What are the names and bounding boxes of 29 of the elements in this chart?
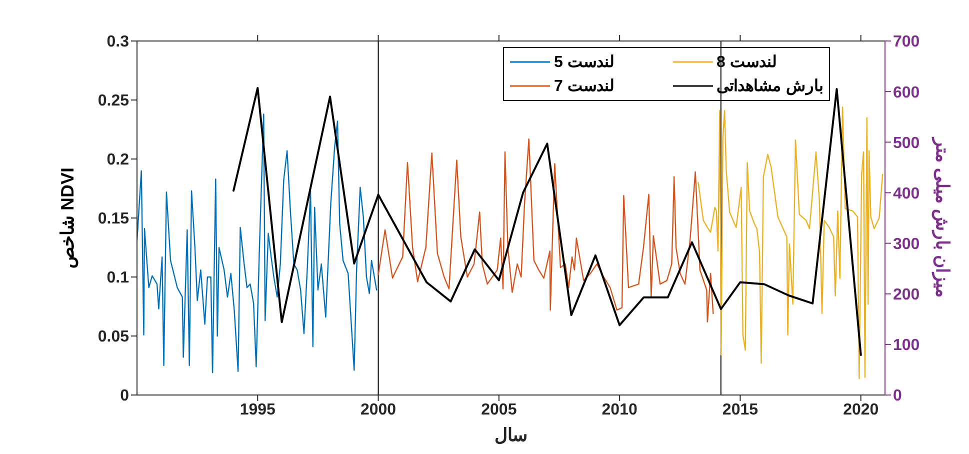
- y2-tick-label: 200: [893, 286, 920, 304]
- x-tick-label: 2010: [602, 401, 638, 418]
- y2-tick-label: 0: [893, 388, 902, 405]
- y-tick-label: 0.2: [106, 152, 130, 169]
- y2-tick-label: 400: [893, 185, 920, 202]
- y2-tick-label: 300: [893, 236, 920, 253]
- y-tick-label: 0.25: [98, 92, 130, 110]
- legend-label: لندست 7: [554, 77, 614, 96]
- y-tick-label: 0.15: [98, 210, 130, 228]
- y2-tick-label: 700: [893, 34, 920, 51]
- x-tick-label: 2020: [843, 401, 879, 418]
- line-series: [698, 106, 884, 380]
- y-tick-label: 0: [120, 388, 130, 405]
- line-series: [378, 138, 714, 322]
- y2-axis-title: میزان بارش میلی متر: [932, 136, 953, 298]
- x-tick-label: 2005: [481, 401, 517, 418]
- y2-tick-label: 600: [893, 84, 920, 102]
- x-tick-label: 1995: [240, 401, 276, 418]
- x-tick-label: 2015: [722, 401, 758, 418]
- y-tick-label: 0.05: [98, 328, 130, 346]
- legend-label: لندست 5: [554, 53, 614, 72]
- y-tick-label: 0.3: [106, 34, 130, 51]
- y2-tick-label: 500: [893, 134, 920, 152]
- y-tick-label: 0.1: [106, 270, 130, 287]
- line-series: [137, 114, 378, 374]
- y-axis-title: شاخص NDVI: [57, 167, 78, 269]
- x-tick-label: 2000: [360, 401, 396, 418]
- x-axis-title: سال: [494, 425, 528, 445]
- y2-tick-label: 100: [893, 337, 920, 354]
